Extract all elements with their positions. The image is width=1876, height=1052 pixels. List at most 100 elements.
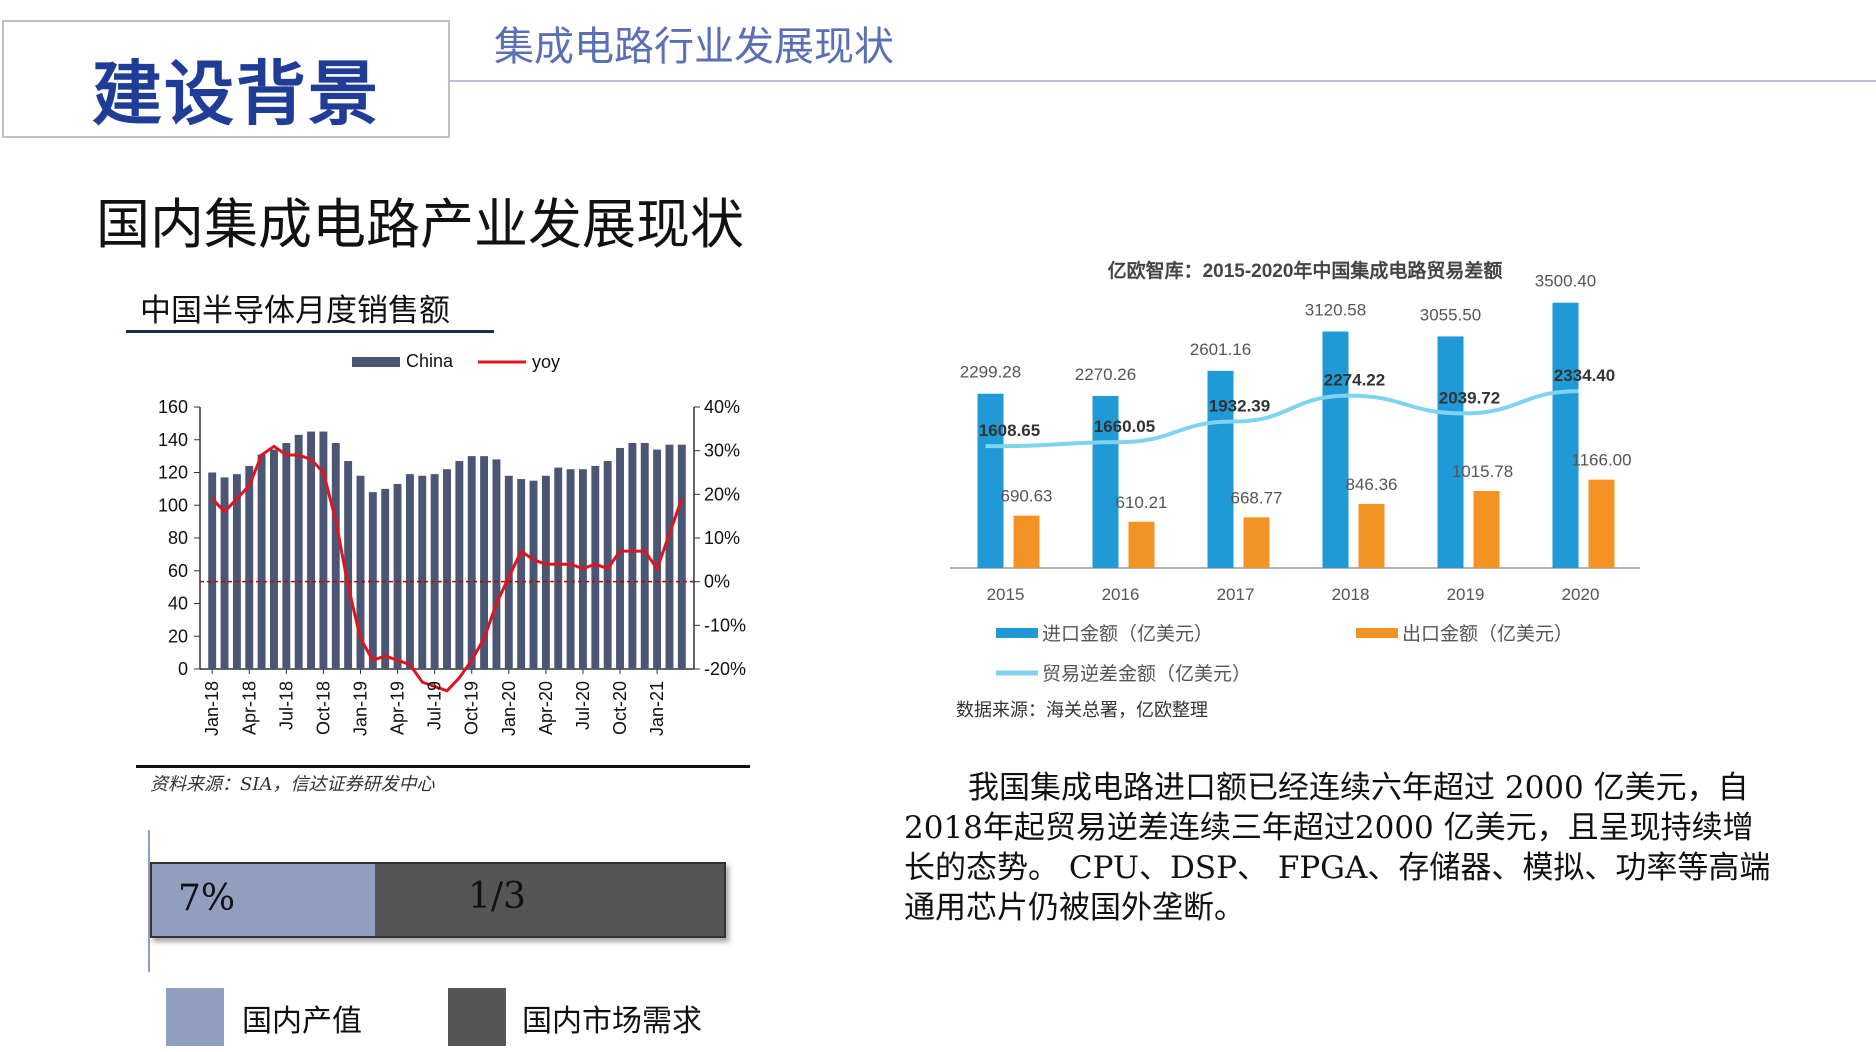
sales-bar xyxy=(566,469,575,669)
sales-bar xyxy=(616,447,624,669)
left-chart-title-underline xyxy=(126,330,494,333)
sales-bar xyxy=(665,444,674,669)
export-value-label: 846.36 xyxy=(1346,475,1398,494)
sales-bar xyxy=(282,443,291,669)
y-left-tick-label: 100 xyxy=(158,495,188,515)
y-right-tick-label: 0% xyxy=(704,572,730,592)
legend-export-label: 出口金额（亿美元） xyxy=(1402,623,1573,645)
right-chart-title: 亿欧智库：2015-2020年中国集成电路贸易差额 xyxy=(1108,259,1503,282)
sales-bar xyxy=(628,443,637,669)
sales-bar xyxy=(640,443,649,669)
import-bar xyxy=(1092,395,1119,568)
domestic-output-value: 7% xyxy=(178,878,236,919)
export-value-label: 668.77 xyxy=(1231,488,1283,507)
trade-deficit-label: 1608.65 xyxy=(979,421,1040,440)
x-tick-label: Jan-18 xyxy=(202,681,222,736)
import-value-label: 3120.58 xyxy=(1305,300,1366,319)
x-tick-label: Oct-20 xyxy=(610,681,630,735)
export-value-label: 1015.78 xyxy=(1452,462,1513,481)
trade-deficit-label: 1660.05 xyxy=(1094,417,1155,436)
sales-bar xyxy=(529,480,538,669)
export-bar xyxy=(1013,515,1040,568)
legend-demand-label: 国内市场需求 xyxy=(522,1004,702,1039)
legend-demand-swatch xyxy=(448,988,506,1046)
sales-bar xyxy=(418,475,427,669)
legend-yoy-label: yoy xyxy=(532,352,560,372)
sales-bar xyxy=(331,443,340,669)
summary-paragraph: 我国集成电路进口额已经连续六年超过 2000 亿美元，自2018年起贸易逆差连续… xyxy=(904,770,1771,926)
export-value-label: 1166.00 xyxy=(1571,451,1631,470)
legend-china-swatch xyxy=(352,357,400,367)
sales-bar xyxy=(443,469,451,669)
legend-china-label: China xyxy=(406,351,454,371)
legend-export-swatch xyxy=(1356,628,1398,638)
sales-bar xyxy=(591,465,600,669)
sales-bar xyxy=(603,461,612,669)
y-right-tick-label: -10% xyxy=(704,615,746,635)
sales-bar xyxy=(245,465,254,669)
export-bar xyxy=(1243,517,1270,568)
sales-bar xyxy=(356,475,365,669)
sales-bar xyxy=(677,444,686,669)
trade-deficit-label: 2274.22 xyxy=(1324,371,1385,390)
export-bar xyxy=(1128,521,1155,568)
right-chart-source: 数据来源：海关总署，亿欧整理 xyxy=(956,700,1208,721)
legend-output-swatch xyxy=(166,988,224,1046)
proportion-axis xyxy=(148,830,150,972)
import-value-label: 2601.16 xyxy=(1190,340,1251,359)
legend-import-swatch xyxy=(996,628,1038,638)
sales-bar xyxy=(480,456,489,669)
y-left-tick-label: 0 xyxy=(178,659,188,679)
x-tick-label: Apr-19 xyxy=(388,681,408,735)
sales-bar xyxy=(653,449,662,669)
left-chart-bottom-rule xyxy=(136,765,750,768)
y-left-tick-label: 160 xyxy=(158,397,188,417)
trade-deficit-label: 1932.39 xyxy=(1209,397,1270,416)
trade-deficit-label: 2039.72 xyxy=(1439,388,1500,407)
header-subtitle: 集成电路行业发展现状 xyxy=(494,24,894,70)
export-bar xyxy=(1588,479,1615,568)
sales-bar xyxy=(467,456,476,669)
x-tick-label: Oct-19 xyxy=(462,681,482,735)
y-right-tick-label: -20% xyxy=(704,659,746,679)
sales-bar xyxy=(307,431,316,669)
sales-bar xyxy=(344,461,353,669)
trade-deficit-label: 2334.40 xyxy=(1554,366,1615,385)
export-value-label: 690.63 xyxy=(1001,487,1053,506)
trade-deficit-line xyxy=(985,389,1579,449)
export-value-label: 610.21 xyxy=(1116,493,1168,512)
x-tick-label: 2015 xyxy=(987,585,1025,604)
y-left-tick-label: 20 xyxy=(168,626,188,646)
monthly-sales-chart: China yoy 0 20 40 60 80 100 120 140 160 -20% -10% 0% 1… xyxy=(158,351,746,736)
section-heading: 国内集成电路产业发展现状 xyxy=(96,193,744,256)
left-chart-title: 中国半导体月度销售额 xyxy=(140,293,450,329)
sales-bar xyxy=(455,461,464,669)
x-tick-label: Jul-18 xyxy=(276,681,296,730)
sales-bar xyxy=(405,474,414,669)
import-value-label: 2270.26 xyxy=(1075,365,1136,384)
slide-title: 建设背景 xyxy=(92,53,380,135)
x-tick-label: Jan-21 xyxy=(647,681,667,736)
sales-bar xyxy=(381,488,390,669)
y-right-tick-label: 20% xyxy=(704,484,740,504)
legend-output-label: 国内产值 xyxy=(242,1004,362,1039)
x-tick-label: Oct-18 xyxy=(313,681,333,735)
import-value-label: 2299.28 xyxy=(960,363,1021,382)
x-tick-label: 2018 xyxy=(1332,585,1370,604)
sales-bar xyxy=(554,467,563,669)
x-tick-label: 2017 xyxy=(1217,585,1255,604)
title-box xyxy=(2,20,450,138)
x-tick-label: Jan-19 xyxy=(350,681,370,736)
sales-bar xyxy=(368,492,377,669)
y-left-tick-label: 60 xyxy=(168,561,188,581)
export-bar xyxy=(1473,491,1500,568)
sales-bar xyxy=(541,475,550,669)
sales-bar xyxy=(220,477,229,669)
trade-balance-chart: 亿欧智库：2015-2020年中国集成电路贸易差额 2299.28 690.63 20… xyxy=(950,259,1640,685)
x-tick-label: 2016 xyxy=(1102,585,1140,604)
header-divider xyxy=(450,80,1876,82)
x-tick-label: 2020 xyxy=(1562,585,1600,604)
x-tick-label: Jan-20 xyxy=(499,681,519,736)
sales-bar xyxy=(257,454,266,669)
sales-bar xyxy=(504,475,513,669)
